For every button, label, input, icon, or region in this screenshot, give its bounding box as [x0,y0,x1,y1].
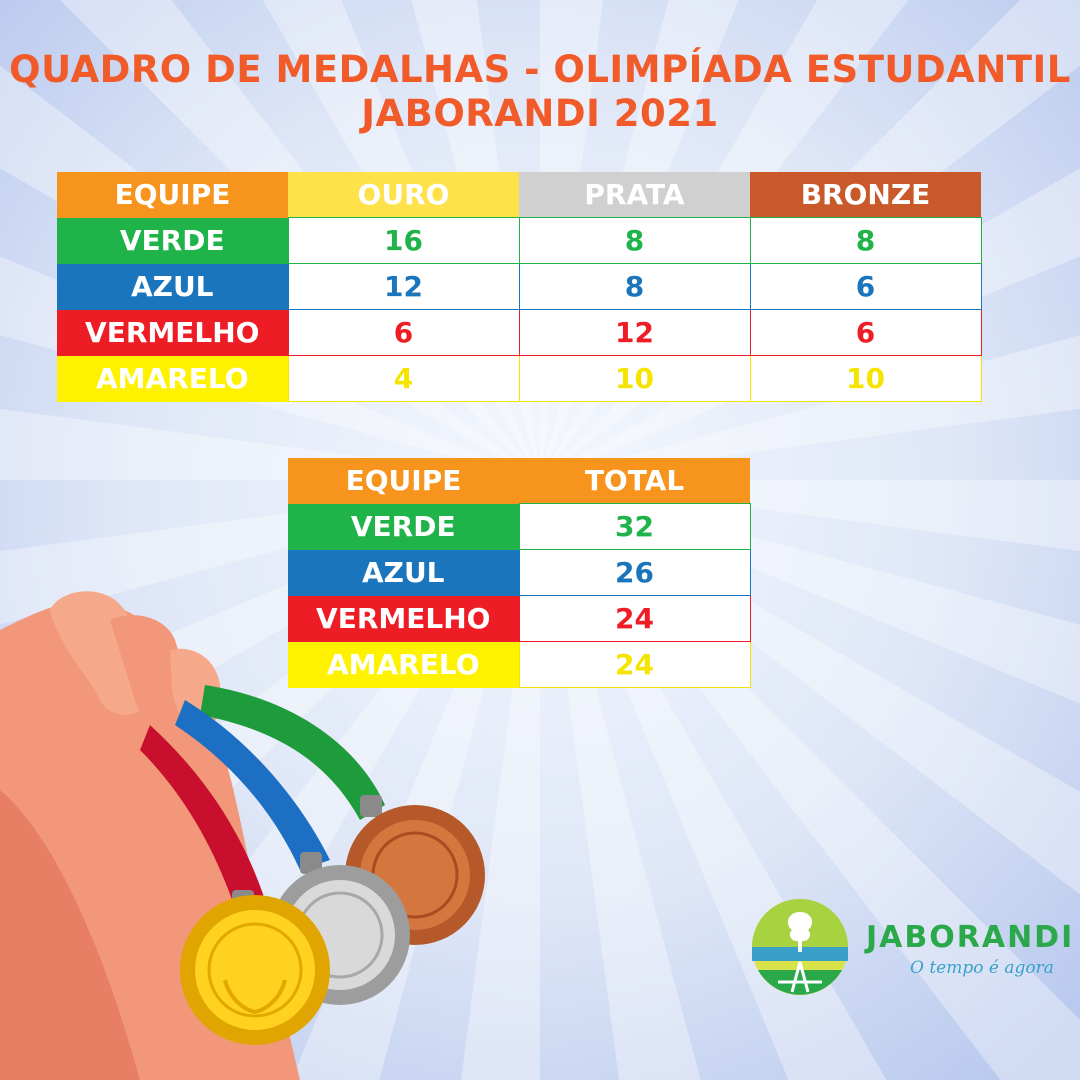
table-row: VERDE 32 [288,503,751,550]
table-row: VERMELHO 6 12 6 [57,309,982,356]
header-bronze: BRONZE [750,172,981,218]
logo-wordmark: JABORANDI [866,920,1075,955]
table-row: AZUL 12 8 6 [57,263,982,310]
total-count: 24 [518,595,751,642]
team-label: VERDE [288,503,519,550]
gold-count: 16 [287,217,520,264]
jaborandi-logo-icon [752,899,848,995]
team-label: AZUL [288,549,519,596]
bronze-count: 8 [749,217,982,264]
table-row: VERDE 16 8 8 [57,217,982,264]
table-row: AMARELO 4 10 10 [57,355,982,402]
header-equipe: EQUIPE [57,172,288,218]
bronze-count: 10 [749,355,982,402]
silver-count: 8 [518,263,751,310]
silver-count: 10 [518,355,751,402]
table-row: VERMELHO 24 [288,595,751,642]
team-label: AMARELO [57,355,288,402]
gold-count: 6 [287,309,520,356]
total-count: 24 [518,641,751,688]
total-table-header-row: EQUIPE TOTAL [288,458,750,504]
gold-count: 4 [287,355,520,402]
page-title-line2: JABORANDI 2021 [361,92,719,135]
table-row: AMARELO 24 [288,641,751,688]
medal-table-header-row: EQUIPE OURO PRATA BRONZE [57,172,981,218]
silver-count: 12 [518,309,751,356]
silver-count: 8 [518,217,751,264]
sunburst-ray [0,256,540,480]
bronze-count: 6 [749,263,982,310]
logo-tagline: O tempo é agora [910,958,1054,978]
sunburst-ray [540,0,739,480]
sunburst-ray [540,0,604,480]
total-table: EQUIPE TOTAL VERDE 32 AZUL 26 VERMELHO 2… [288,458,751,688]
medal-table: EQUIPE OURO PRATA BRONZE VERDE 16 8 8 AZ… [57,172,982,402]
jaborandi-logo: JABORANDI O tempo é agora [748,892,1072,1002]
page-title-line1: QUADRO DE MEDALHAS - OLIMPÍADA ESTUDANTI… [9,48,1071,91]
team-label: VERDE [57,217,288,264]
header-prata: PRATA [519,172,750,218]
bronze-count: 6 [749,309,982,356]
total-count: 26 [518,549,751,596]
team-label: AZUL [57,263,288,310]
sunburst-ray [411,0,540,480]
header-equipe: EQUIPE [288,458,519,504]
team-label: AMARELO [288,641,519,688]
sunburst-ray [0,408,540,480]
team-label: VERMELHO [57,309,288,356]
header-ouro: OURO [288,172,519,218]
header-total: TOTAL [519,458,750,504]
sunburst-ray [0,480,540,625]
total-count: 32 [518,503,751,550]
sunburst-ray [540,480,1080,552]
gold-count: 12 [287,263,520,310]
team-label: VERMELHO [288,595,519,642]
hand-with-medals-illustration [0,591,485,1080]
table-row: AZUL 26 [288,549,751,596]
